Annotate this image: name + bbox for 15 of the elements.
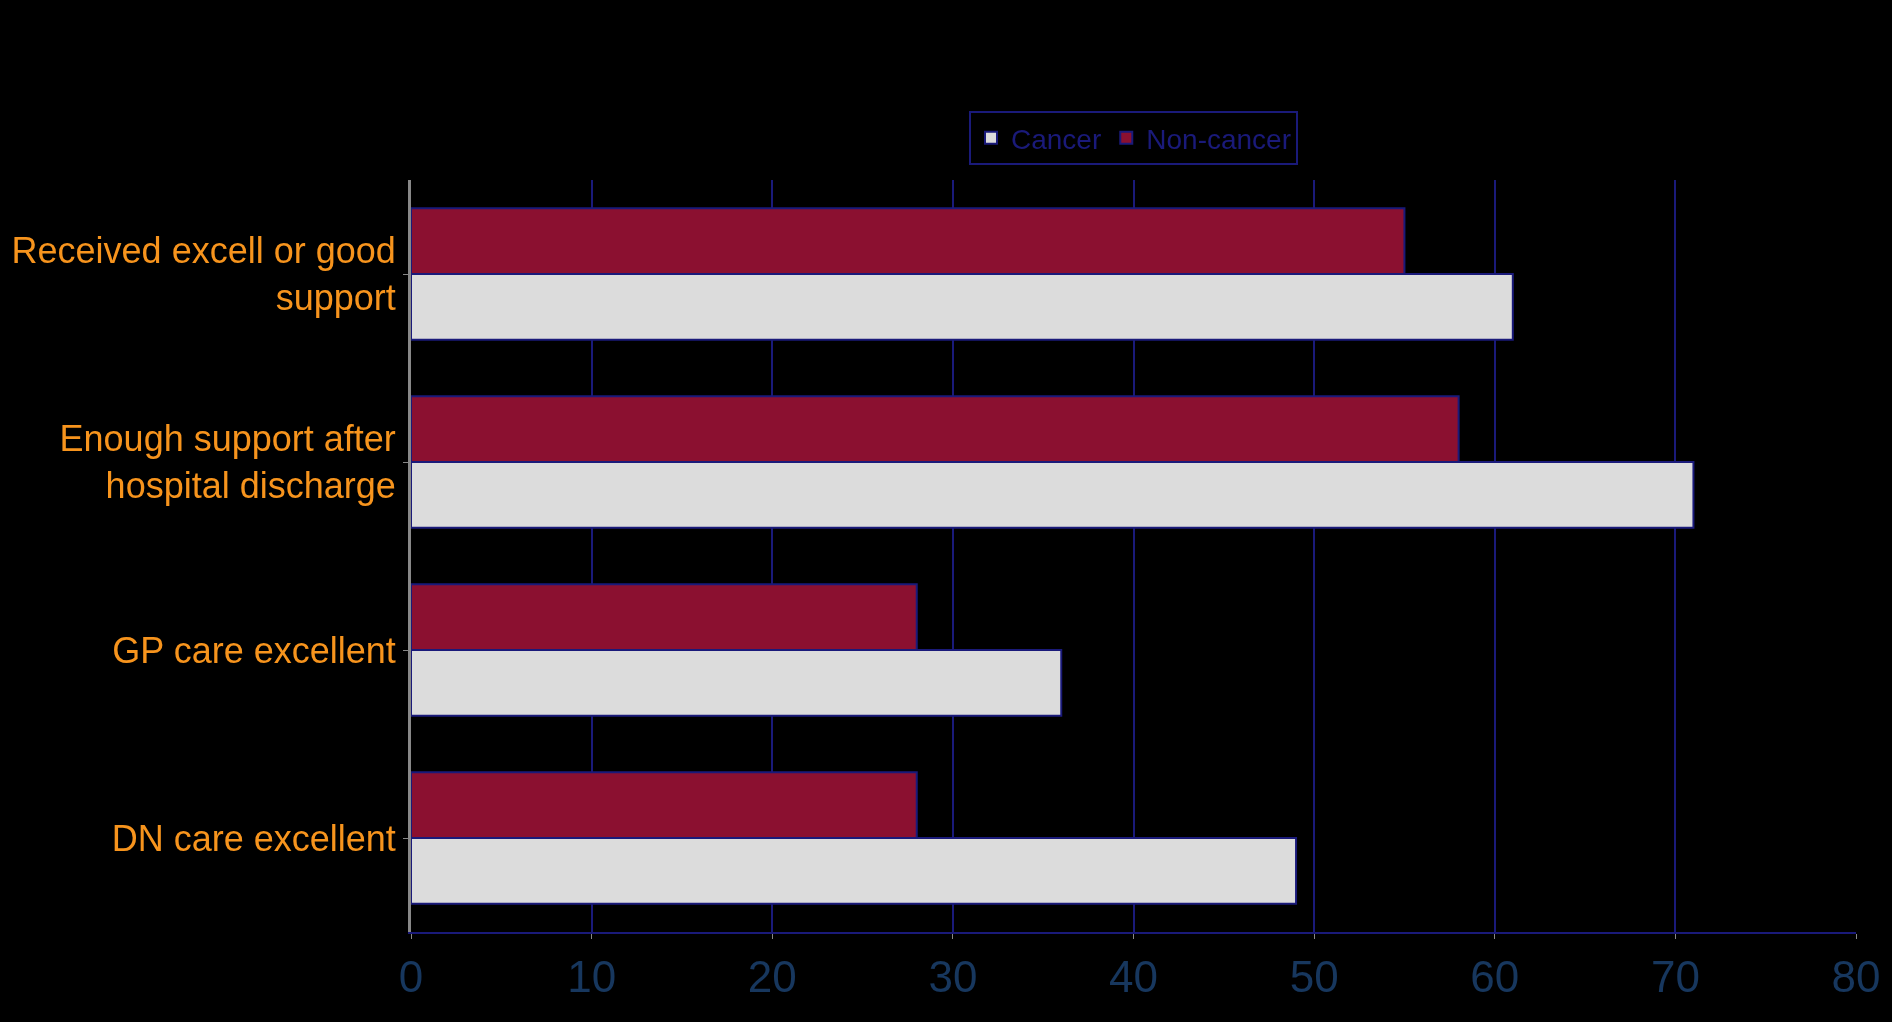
x-tick-label: 10	[567, 951, 617, 1001]
x-tick-label: 30	[928, 951, 978, 1001]
x-tick-label: 60	[1470, 951, 1520, 1001]
legend-label: Cancer	[1011, 123, 1102, 155]
x-tick-label: 40	[1109, 951, 1158, 1001]
x-tick-label: 20	[747, 951, 797, 1001]
x-tick-label: 70	[1650, 951, 1700, 1001]
x-tick-label: 50	[1289, 951, 1339, 1001]
y-tick-label: GP care excellent	[112, 629, 396, 671]
x-tick-label: 0	[398, 951, 424, 1001]
x-tick-label: 80	[1831, 951, 1881, 1001]
y-tick-label: Received excell or good support	[11, 230, 396, 318]
y-tick-label: DN care excellent	[111, 817, 396, 859]
legend-label: Non-cancer	[1146, 123, 1291, 155]
y-tick-label: Enough support after hospital discharge	[59, 418, 396, 506]
